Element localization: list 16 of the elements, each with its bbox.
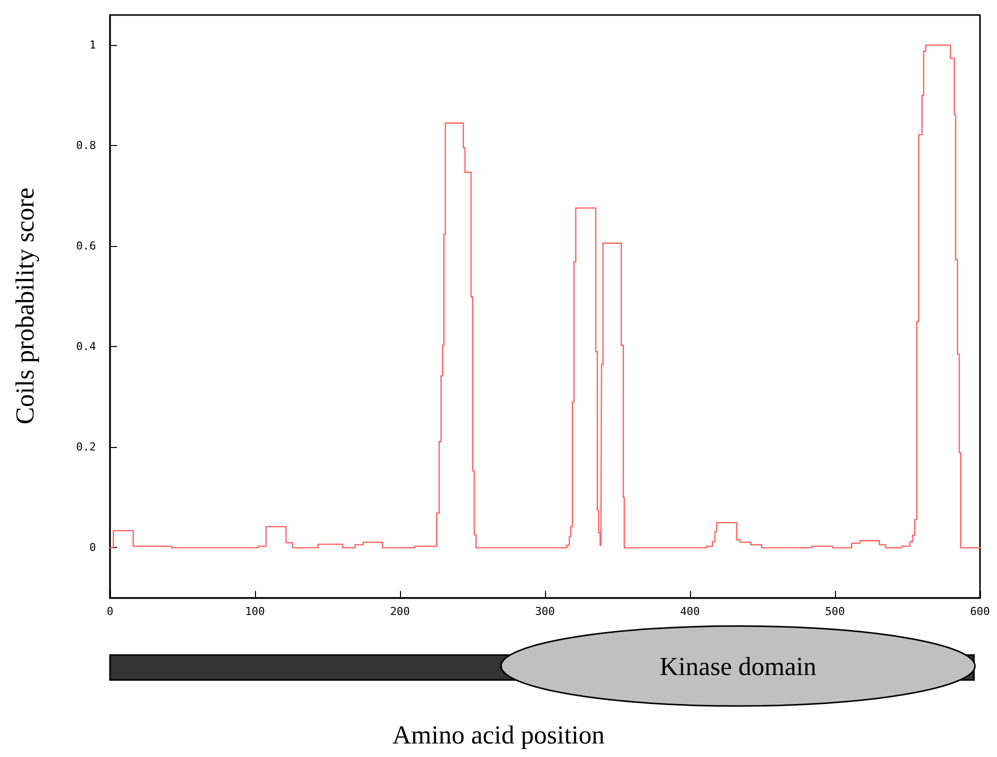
y-tick-label: 0.8 [76, 139, 96, 152]
x-tick-label: 400 [680, 605, 700, 618]
x-tick-label: 600 [970, 605, 990, 618]
y-tick-label: 1 [89, 38, 96, 52]
x-tick-label: 100 [245, 605, 265, 618]
y-tick-label: 0.6 [76, 240, 96, 253]
x-tick-label: 200 [390, 605, 410, 618]
x-tick-label: 500 [825, 605, 845, 618]
x-tick-label: 300 [535, 605, 555, 618]
y-tick-label: 0 [89, 541, 96, 554]
text: Kinase domain [660, 652, 816, 681]
y-axis-title: Coils probability score [10, 188, 40, 424]
y-tick-label: 0.4 [76, 340, 96, 354]
x-tick-label: 0 [106, 605, 114, 618]
y-tick-label: 0.2 [76, 440, 96, 454]
x-axis-title: Amino acid position [392, 720, 605, 750]
